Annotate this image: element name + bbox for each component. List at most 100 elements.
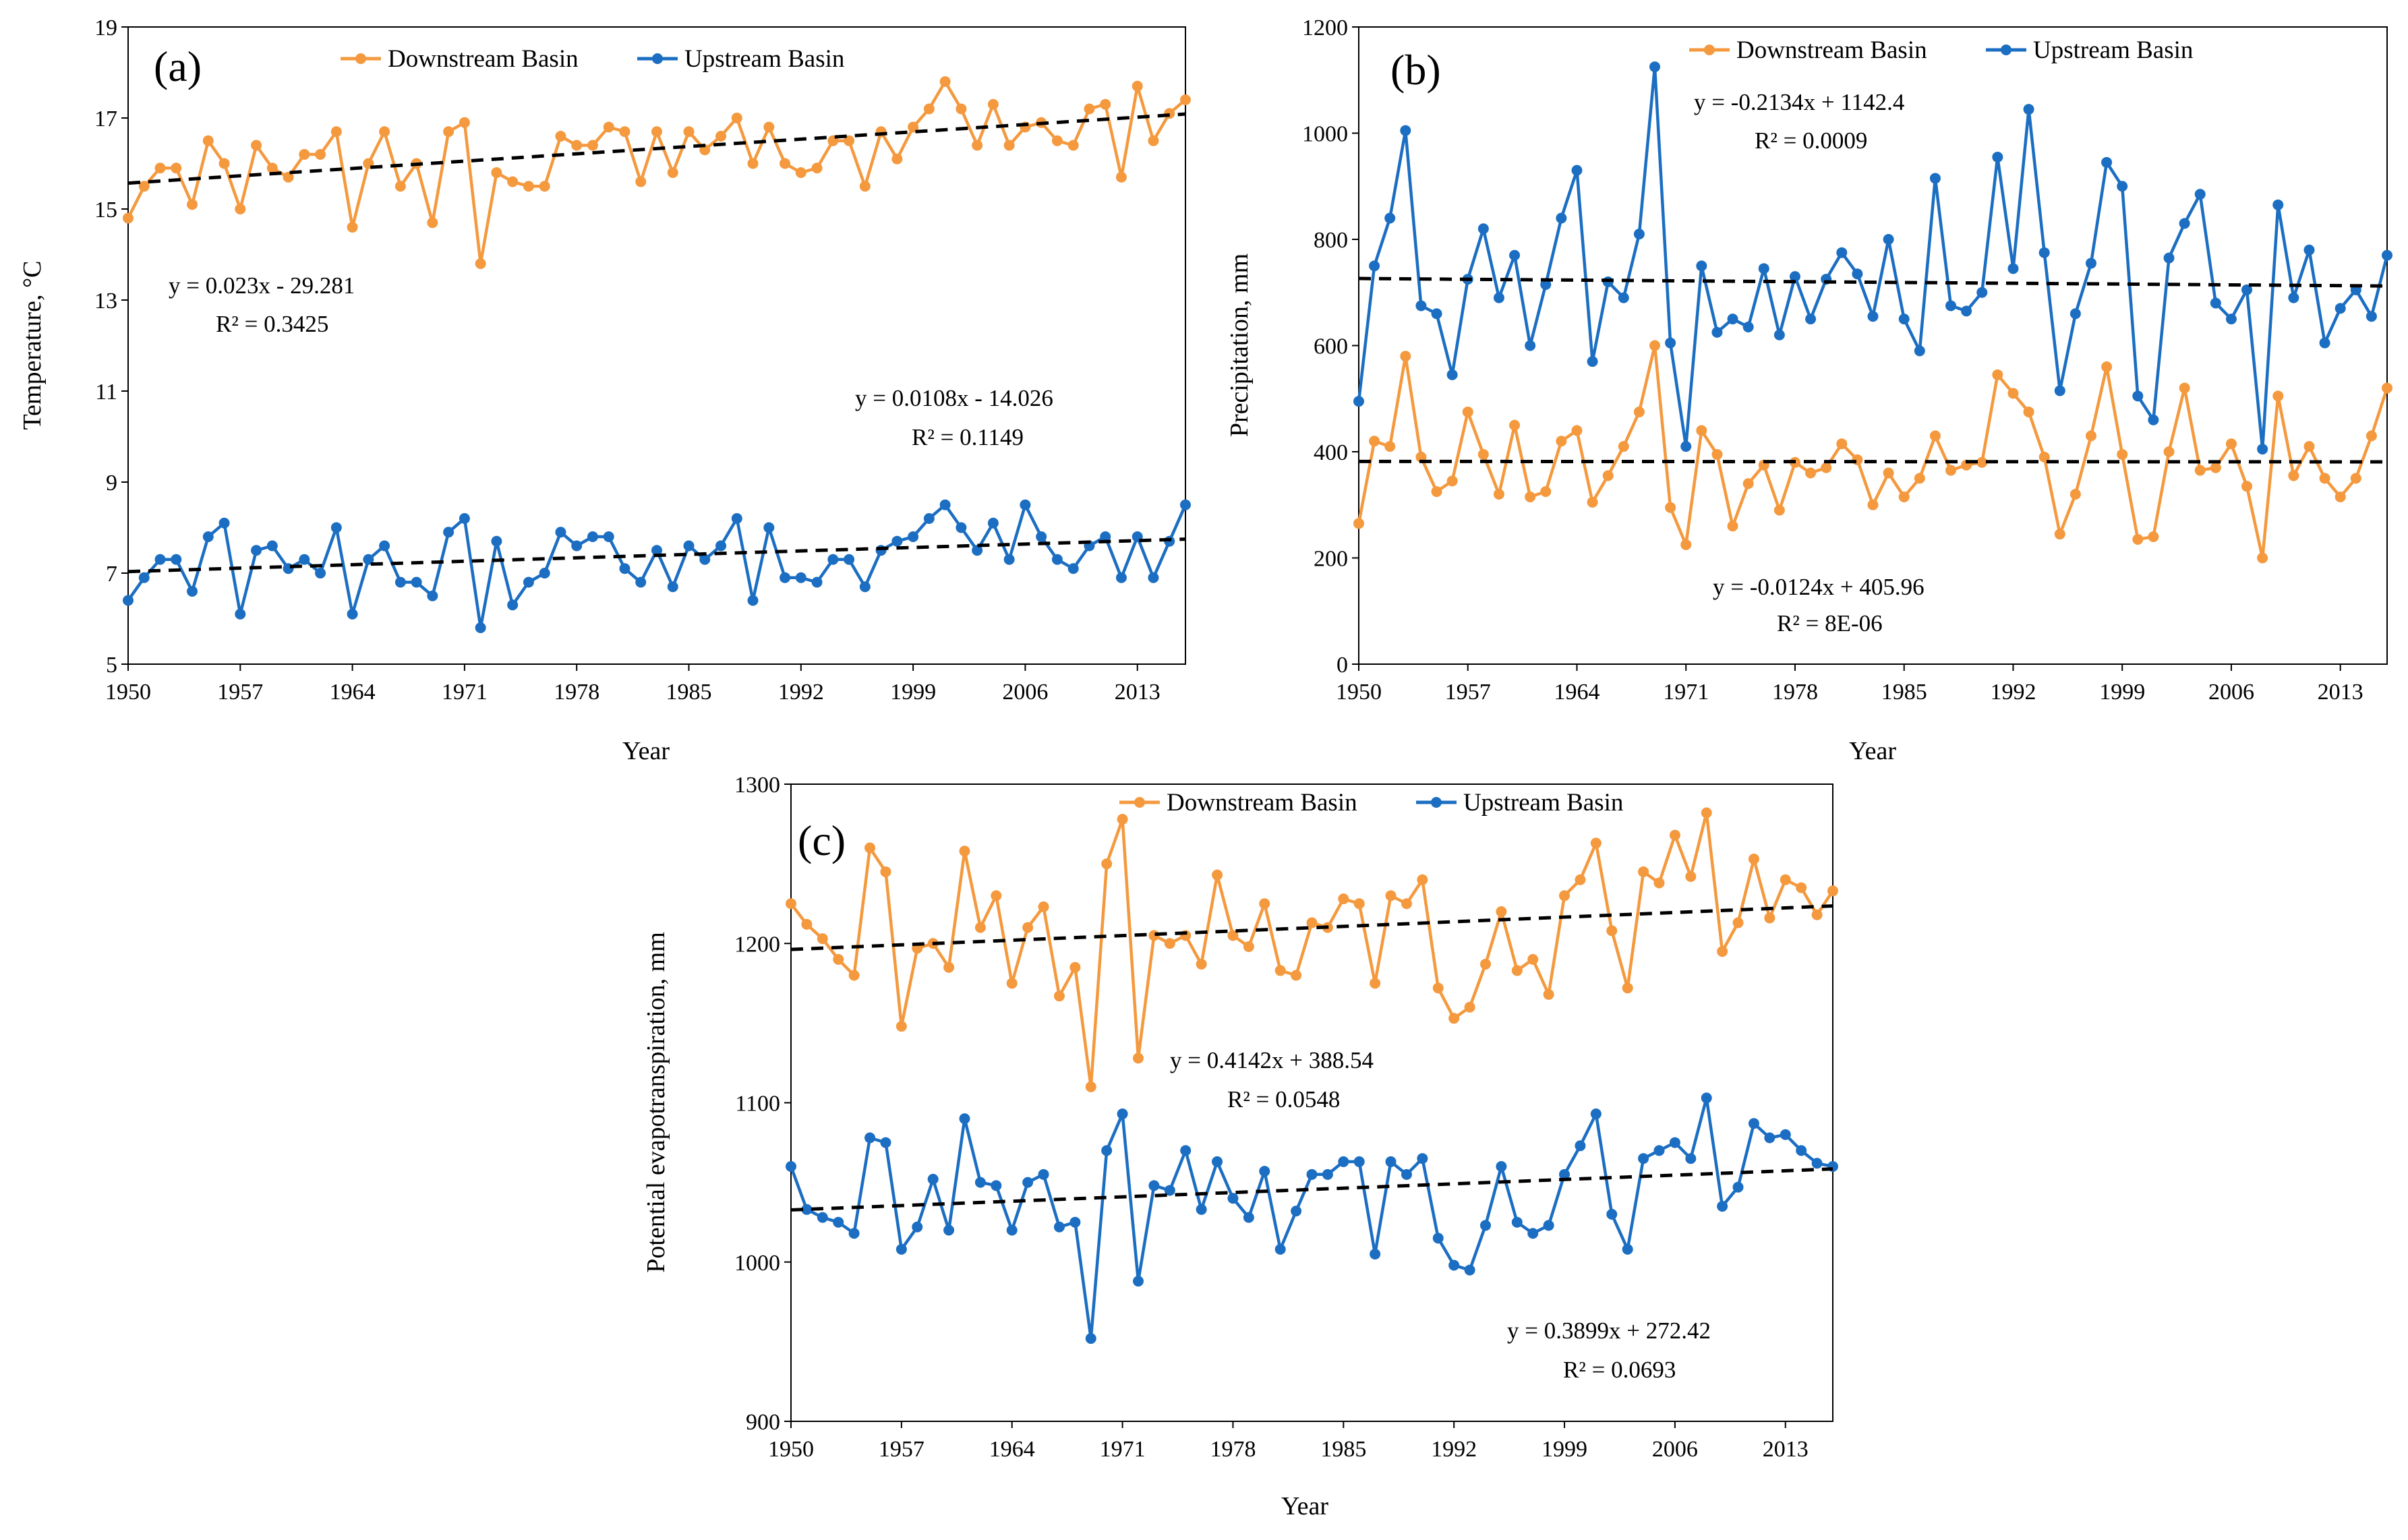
y-tick-label: 13 <box>94 289 117 314</box>
data-point-upstream <box>988 518 999 529</box>
data-point-upstream <box>1086 1333 1096 1344</box>
data-point-upstream <box>1338 1156 1349 1167</box>
data-point-upstream <box>956 523 966 533</box>
data-point-downstream <box>1133 1053 1144 1063</box>
data-point-downstream <box>1571 425 1582 436</box>
data-point-downstream <box>1587 497 1598 508</box>
data-point-upstream <box>2148 415 2159 425</box>
data-point-upstream <box>1945 300 1956 311</box>
data-point-upstream <box>1764 1132 1775 1143</box>
data-point-downstream <box>2288 470 2299 481</box>
panel-label: (a) <box>154 42 202 90</box>
data-point-downstream <box>896 1021 907 1032</box>
trend-r2-upstream: R² = 0.0693 <box>1563 1357 1676 1383</box>
legend: Downstream Basin Upstream Basin <box>1689 36 2193 64</box>
data-point-upstream <box>780 572 790 583</box>
data-point-upstream <box>1020 500 1030 510</box>
y-axis-label: Precipitation, mm <box>1225 254 1254 437</box>
y-axis-label: Potential evapotranspiration, mm <box>642 932 670 1273</box>
trend-equation-upstream: y = 0.0108x - 14.026 <box>855 385 1053 411</box>
y-tick-label: 1000 <box>1302 122 1348 147</box>
x-tick-label: 1992 <box>1990 680 2036 705</box>
data-point-downstream <box>1022 922 1033 933</box>
data-point-upstream <box>2055 385 2065 396</box>
data-point-upstream <box>1433 1233 1444 1243</box>
legend-marker-downstream <box>1134 797 1145 808</box>
x-tick-label: 1978 <box>1772 680 1818 705</box>
data-point-downstream <box>1603 470 1614 481</box>
data-point-downstream <box>715 131 726 142</box>
data-point-upstream <box>219 518 230 529</box>
data-point-downstream <box>786 898 796 909</box>
data-point-downstream <box>2257 553 2268 564</box>
data-point-downstream <box>1038 901 1049 912</box>
data-point-downstream <box>1743 478 1754 489</box>
x-tick-label: 1978 <box>1210 1437 1256 1462</box>
data-point-upstream <box>924 513 935 524</box>
data-point-downstream <box>2086 430 2096 441</box>
data-point-upstream <box>379 541 390 552</box>
data-point-upstream <box>1369 260 1380 271</box>
data-point-downstream <box>619 126 630 137</box>
data-point-downstream <box>171 162 181 173</box>
legend-marker-upstream <box>1431 797 1442 808</box>
data-point-downstream <box>1540 486 1551 497</box>
data-point-downstream <box>2335 492 2346 502</box>
trend-r2-downstream: R² = 0.3425 <box>216 311 328 337</box>
data-point-downstream <box>1764 912 1775 923</box>
chart-panel-a: (a) Downstream Basin Upstream Basin y = … <box>18 16 1191 765</box>
data-point-downstream <box>2195 465 2206 476</box>
series-line-downstream <box>791 813 1833 1087</box>
data-point-upstream <box>1649 61 1660 72</box>
y-tick-label: 0 <box>1337 653 1348 678</box>
data-point-upstream <box>283 563 294 574</box>
x-tick-label: 1964 <box>1554 680 1599 705</box>
data-point-downstream <box>1649 340 1660 351</box>
x-tick-label: 2013 <box>1763 1437 1809 1462</box>
data-point-downstream <box>187 199 198 210</box>
legend: Downstream Basin Upstream Basin <box>341 45 844 73</box>
data-point-upstream <box>1665 338 1676 349</box>
data-point-upstream <box>1480 1220 1491 1231</box>
data-point-downstream <box>988 99 999 110</box>
data-point-downstream <box>1132 81 1143 92</box>
x-tick-label: 1950 <box>105 680 151 705</box>
data-point-upstream <box>1052 554 1063 565</box>
data-point-downstream <box>1433 982 1444 993</box>
data-point-upstream <box>1618 293 1629 303</box>
data-point-downstream <box>1654 877 1665 888</box>
data-point-upstream <box>2320 338 2330 349</box>
data-point-downstream <box>956 104 966 115</box>
data-point-downstream <box>2164 446 2175 457</box>
data-point-upstream <box>699 554 710 565</box>
data-point-downstream <box>1774 505 1785 516</box>
data-point-upstream <box>2257 444 2268 454</box>
data-point-upstream <box>539 568 550 579</box>
x-tick-label: 1992 <box>1431 1437 1477 1462</box>
data-point-upstream <box>1496 1161 1506 1172</box>
data-point-downstream <box>1638 866 1649 877</box>
data-point-downstream <box>1084 104 1094 115</box>
data-point-downstream <box>1004 140 1015 151</box>
legend-label-downstream: Downstream Basin <box>388 45 579 73</box>
y-tick-label: 1200 <box>734 932 780 957</box>
data-point-upstream <box>844 554 854 565</box>
y-tick-label: 1300 <box>734 773 780 798</box>
data-point-upstream <box>635 577 646 588</box>
data-point-upstream <box>2382 250 2392 261</box>
data-point-upstream <box>1992 152 2003 162</box>
data-point-upstream <box>975 1177 986 1188</box>
data-point-upstream <box>1685 1153 1696 1164</box>
data-point-upstream <box>267 541 278 552</box>
data-point-upstream <box>864 1132 875 1143</box>
data-point-upstream <box>1494 293 1504 303</box>
x-tick-label: 2006 <box>1652 1437 1698 1462</box>
data-point-upstream <box>1638 1153 1649 1164</box>
y-tick-label: 800 <box>1314 228 1348 253</box>
x-tick-label: 1985 <box>1881 680 1927 705</box>
data-point-downstream <box>972 140 982 151</box>
y-tick-label: 15 <box>94 198 117 223</box>
data-point-upstream <box>347 609 358 620</box>
data-point-upstream <box>571 541 582 552</box>
trend-equation-upstream: y = -0.2134x + 1142.4 <box>1694 89 1904 115</box>
